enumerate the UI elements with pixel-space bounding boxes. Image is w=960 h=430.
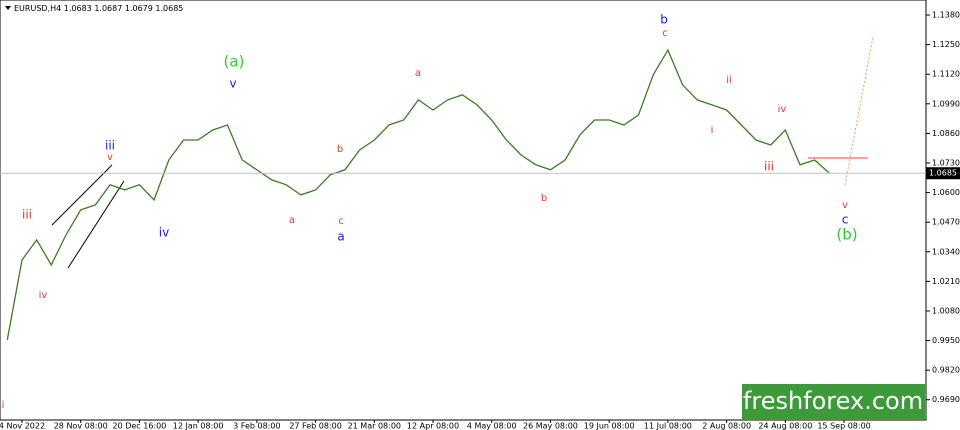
- watermark: freshforex.com: [743, 387, 923, 415]
- y-tick-label: 1.0730: [932, 158, 960, 167]
- wave-label: i: [711, 125, 714, 136]
- y-tick-label: 0.9820: [932, 366, 960, 375]
- open: 1.0683: [64, 4, 92, 13]
- wave-label: iii: [105, 139, 115, 153]
- wave-label: i: [2, 400, 5, 411]
- wave-label: b: [541, 193, 547, 204]
- wave-label: ii: [726, 75, 732, 86]
- trendline: [67, 180, 125, 269]
- x-tick-label: 24 Aug 08:00: [758, 422, 812, 430]
- low: 1.0679: [125, 4, 153, 13]
- wave-label: iv: [39, 290, 48, 301]
- wave-label: a: [337, 230, 344, 244]
- high: 1.0687: [94, 4, 122, 13]
- price-line: [6, 48, 830, 341]
- x-tick-label: 20 Dec 16:00: [113, 422, 167, 430]
- x-tick-label: 19 Jun 08:00: [584, 422, 635, 430]
- x-tick-label: 21 Mar 08:00: [348, 422, 401, 430]
- x-tick-label: 2 Aug 08:00: [702, 422, 751, 430]
- x-tick-label: 12 Apr 08:00: [407, 422, 459, 430]
- y-tick-label: 1.0470: [932, 218, 960, 227]
- last-price-box: [926, 167, 960, 180]
- x-tick-label: 3 Feb 08:00: [233, 422, 280, 430]
- wave-label: a: [415, 68, 421, 79]
- wave-label: iii: [22, 208, 32, 222]
- y-tick-label: 1.1380: [932, 11, 960, 20]
- symbol: EURUSD,H4: [14, 4, 61, 13]
- y-tick-label: 1.1250: [932, 40, 960, 49]
- wave-label: b: [337, 144, 343, 155]
- wave-label: v: [229, 77, 236, 91]
- y-tick-label: 0.9690: [932, 395, 960, 404]
- y-tick-label: 1.0990: [932, 99, 960, 108]
- plot-frame: [0, 0, 927, 421]
- y-tick-label: 1.0080: [932, 306, 960, 315]
- wave-label: v: [842, 200, 848, 211]
- trendline: [51, 164, 113, 226]
- y-tick-label: 1.0210: [932, 277, 960, 286]
- wave-label: b: [660, 13, 668, 27]
- wave-label: v: [107, 152, 113, 163]
- y-tick-label: 1.0600: [932, 188, 960, 197]
- y-tick-label: 1.0860: [932, 129, 960, 138]
- close: 1.0685: [155, 4, 183, 13]
- wave-label: c: [662, 28, 668, 39]
- y-tick-label: 0.9950: [932, 336, 960, 345]
- x-tick-label: 26 May 08:00: [523, 422, 578, 430]
- y-tick-label: 1.0340: [932, 247, 960, 256]
- wave-label: iv: [778, 104, 787, 115]
- wave-label: (b): [836, 226, 857, 244]
- x-tick-label: 11 Jul 08:00: [644, 422, 692, 430]
- wave-label: iii: [764, 160, 774, 174]
- projection-line: [844, 36, 874, 186]
- x-tick-label: 12 Jan 08:00: [173, 422, 224, 430]
- x-tick-label: 15 Sep 08:00: [817, 422, 870, 430]
- wave-label: (a): [224, 53, 245, 71]
- header: EURUSD,H4 1.0683 1.0687 1.0679 1.0685: [14, 4, 183, 13]
- watermark-box: [742, 384, 925, 420]
- x-tick-label: 4 Nov 2022: [0, 422, 45, 430]
- y-tick-label: 1.1120: [932, 70, 960, 79]
- last-price-label: 1.0685: [929, 169, 957, 178]
- wave-label: c: [338, 216, 344, 227]
- wave-label: a: [289, 215, 295, 226]
- wave-label: c: [842, 213, 849, 227]
- x-tick-label: 28 Nov 08:00: [54, 422, 108, 430]
- x-tick-label: 27 Feb 08:00: [289, 422, 341, 430]
- x-tick-label: 4 May 08:00: [467, 422, 517, 430]
- wave-label: iv: [159, 226, 169, 240]
- menu-icon[interactable]: [5, 6, 11, 10]
